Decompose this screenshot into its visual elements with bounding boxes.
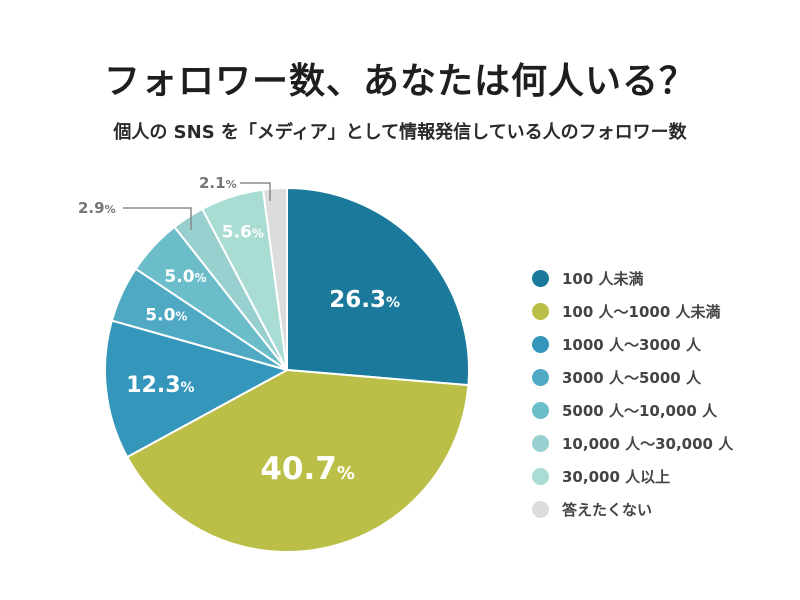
legend-item-3: 1000 人～3000 人 [532, 328, 733, 361]
callout-line-8 [240, 182, 271, 201]
legend-label: 1000 人～3000 人 [562, 336, 701, 354]
legend-item-5: 5000 人～10,000 人 [532, 394, 733, 427]
chart-title: フォロワー数、あなたは何人いる？ [103, 61, 696, 102]
legend-swatch [532, 270, 549, 287]
legend-label: 5000 人～10,000 人 [562, 402, 718, 420]
legend-item-6: 10,000 人～30,000 人 [532, 427, 733, 460]
legend-item-4: 3000 人～5000 人 [532, 361, 733, 394]
chart-legend: 100 人未満 100 人～1000 人未満 1000 人～3000 人 3000 人… [532, 262, 733, 526]
pie-slice-8 [261, 186, 288, 371]
slice-value-label-7: 5.6% [222, 222, 264, 242]
callout-line-6 [123, 207, 192, 230]
pie-slice-2 [125, 368, 470, 553]
legend-swatch [532, 402, 549, 419]
legend-label: 3000 人～5000 人 [562, 369, 701, 387]
legend-item-2: 100 人～1000 人未満 [532, 295, 733, 328]
slice-value-label-5: 5.0% [164, 267, 206, 287]
legend-item-7: 30,000 人以上 [532, 460, 733, 493]
slice-value-label-2: 40.7% [260, 451, 355, 487]
legend-item-8: 答えたくない [532, 493, 733, 526]
legend-label: 30,000 人以上 [562, 468, 671, 486]
legend-swatch [532, 435, 549, 452]
legend-swatch [532, 468, 549, 485]
legend-swatch [532, 336, 549, 353]
slice-value-label-6: 2.9% [78, 199, 116, 217]
slice-value-label-3: 12.3% [126, 373, 194, 398]
slice-value-label-8: 2.1% [199, 174, 237, 192]
slice-value-label-4: 5.0% [145, 305, 187, 325]
legend-item-1: 100 人未満 [532, 262, 733, 295]
pie-slice-1 [286, 186, 470, 387]
legend-label: 100 人～1000 人未満 [562, 303, 721, 321]
pie-slice-3 [104, 319, 290, 459]
legend-label: 100 人未満 [562, 270, 644, 288]
legend-swatch [532, 369, 549, 386]
legend-swatch [532, 303, 549, 320]
legend-label: 答えたくない [562, 501, 653, 519]
legend-swatch [532, 501, 549, 518]
slice-value-label-1: 26.3% [329, 287, 400, 313]
legend-label: 10,000 人～30,000 人 [562, 435, 734, 453]
chart-subtitle: 個人の SNS を「メディア」として情報発信している人のフォロワー数 [113, 122, 687, 143]
